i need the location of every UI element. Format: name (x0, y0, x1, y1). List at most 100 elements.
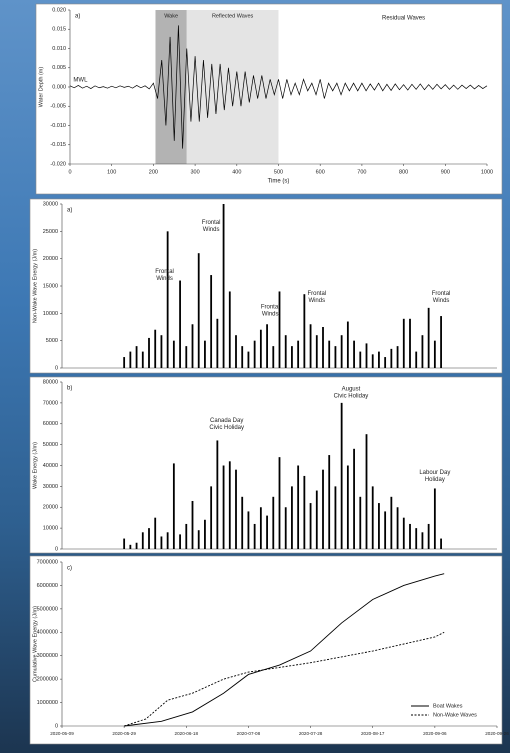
y-tick-label: -0.010 (50, 123, 66, 129)
x-tick-label: 2020-05-09 (50, 731, 74, 736)
y-tick-label: 60000 (43, 421, 58, 427)
annotation: Frontal (202, 220, 221, 226)
x-tick-label: 100 (107, 169, 116, 175)
x-tick-label: 600 (316, 169, 325, 175)
bar (160, 335, 163, 368)
y-tick-label: 80000 (43, 379, 58, 385)
y-tick-label: 1000000 (37, 700, 58, 706)
panel (29, 376, 503, 554)
y-axis-label: Water Depth (m) (38, 67, 44, 108)
bar (191, 324, 194, 368)
bar (228, 291, 231, 368)
annotation: Labour Day (419, 470, 450, 476)
y-tick-label: 20000 (43, 505, 58, 511)
bar (272, 346, 275, 368)
bar (185, 346, 188, 368)
bar (378, 503, 380, 549)
y-tick-label: 0 (55, 723, 58, 729)
bar (371, 486, 374, 549)
bar (427, 523, 430, 549)
y-tick-label: 0 (55, 546, 58, 552)
bar (340, 402, 343, 549)
bar (415, 528, 418, 549)
bar (284, 335, 287, 368)
bar (353, 448, 355, 549)
y-tick-label: 6000000 (37, 583, 58, 589)
y-tick-label: -0.015 (50, 142, 66, 148)
panel-label: a) (75, 14, 80, 20)
region (155, 10, 187, 164)
x-tick-label: 1000 (481, 169, 493, 175)
y-tick-label: 40000 (43, 463, 58, 469)
bar (346, 321, 349, 368)
bar (359, 351, 362, 368)
x-tick-label: 500 (274, 169, 283, 175)
y-tick-label: 70000 (43, 400, 58, 406)
bar (210, 486, 213, 549)
bar (222, 204, 225, 368)
annotation: Frontal (155, 269, 174, 275)
bar (378, 351, 380, 368)
line-series (124, 631, 445, 727)
annotation: Canada Day (210, 418, 243, 424)
bar (421, 532, 424, 549)
panel-label: c) (67, 566, 72, 572)
bar (241, 346, 244, 368)
region-label: Reflected Waves (212, 13, 254, 19)
bar (222, 465, 225, 549)
y-tick-label: 30000 (43, 201, 58, 207)
bar (191, 500, 194, 549)
bar (135, 346, 138, 368)
y-tick-label: 4000000 (37, 630, 58, 636)
bar (297, 340, 300, 368)
bar (272, 496, 275, 549)
annotation: Frontal (261, 305, 280, 311)
x-tick-label: 400 (232, 169, 241, 175)
x-tick-label: 800 (399, 169, 408, 175)
region (186, 10, 279, 164)
bar (328, 340, 331, 368)
bar (291, 346, 293, 368)
bar (235, 469, 237, 549)
y-tick-label: 0 (55, 365, 58, 371)
bar (148, 337, 150, 368)
bar (216, 440, 219, 549)
bar (197, 530, 200, 549)
bar (129, 544, 132, 549)
y-tick-label: 0.005 (52, 65, 66, 71)
bar (172, 463, 175, 549)
bar (179, 534, 181, 549)
bar (160, 536, 163, 549)
bar (303, 294, 306, 368)
y-tick-label: 3000000 (37, 653, 58, 659)
y-axis-label: Cumulative Wave Energy (J/m) (32, 606, 38, 682)
annotation: August (342, 387, 361, 393)
bar (154, 329, 157, 368)
y-axis-label: Non-Wake Wave Energy (J/m) (32, 249, 38, 323)
annotation: Holiday (425, 477, 445, 483)
bar (365, 434, 368, 549)
bar (278, 291, 281, 368)
bar (390, 496, 393, 549)
bar (148, 528, 150, 549)
bar (309, 324, 312, 368)
bar (253, 523, 256, 549)
annotation: MWL (73, 78, 88, 84)
y-tick-label: 0.020 (52, 7, 66, 13)
bar (309, 503, 312, 549)
x-axis-label: Time (s) (268, 179, 290, 185)
bar (123, 357, 126, 368)
annotation: Winds (156, 276, 173, 282)
bar (297, 465, 300, 549)
bar (334, 486, 337, 549)
bar (247, 511, 250, 549)
bar (365, 343, 368, 368)
bar (129, 351, 132, 368)
bar (259, 329, 262, 368)
bar (396, 346, 399, 368)
bar (259, 507, 262, 549)
annotation: Civic Holiday (209, 425, 244, 431)
bar (359, 496, 362, 549)
annotation: Frontal (432, 291, 451, 297)
